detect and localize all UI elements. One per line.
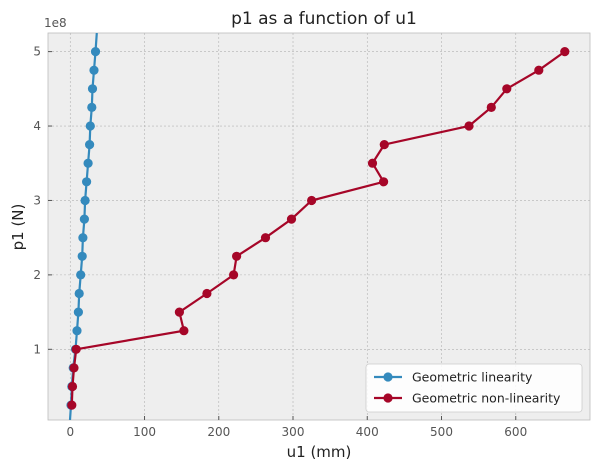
legend-marker (383, 372, 393, 382)
data-point (80, 195, 90, 206)
y-tick-label: 1 (33, 342, 41, 356)
y-axis-label: p1 (N) (9, 204, 27, 251)
data-point (379, 140, 389, 150)
x-tick-label: 0 (66, 425, 74, 439)
data-point (307, 195, 317, 206)
data-point (73, 307, 83, 317)
data-point (229, 270, 239, 280)
legend-box (365, 363, 583, 413)
data-point (78, 233, 88, 243)
x-tick-label: 100 (133, 425, 156, 439)
data-point (87, 102, 97, 112)
data-point (79, 214, 89, 224)
data-point (72, 326, 82, 336)
data-point (67, 400, 77, 410)
data-point (87, 84, 98, 94)
data-point (464, 121, 474, 131)
data-point (67, 381, 78, 392)
y-tick-label: 2 (33, 268, 41, 282)
y-tick-label: 5 (33, 45, 41, 59)
data-point (74, 288, 84, 299)
series-line (70, 50, 566, 406)
legend-marker (383, 393, 393, 403)
data-point (202, 288, 212, 299)
data-point (82, 177, 92, 187)
data-point (90, 47, 101, 57)
x-tick-label: 400 (356, 425, 379, 439)
y-offset-label: 1e8 (44, 16, 67, 30)
data-point (89, 65, 99, 75)
data-point (69, 363, 79, 373)
chart-title: p1 as a function of u1 (231, 9, 417, 29)
x-tick-label: 200 (207, 425, 230, 439)
data-point (76, 270, 86, 280)
data-point (85, 140, 95, 150)
legend-label: Geometric linearity (412, 370, 533, 385)
data-point (379, 177, 389, 187)
legend: Geometric linearity Geometric non-lineari… (365, 363, 583, 413)
legend-label: Geometric non-linearity (412, 391, 561, 406)
x-tick-label: 300 (282, 425, 305, 439)
data-point (77, 251, 87, 261)
data-point (502, 84, 512, 94)
data-point (71, 344, 81, 354)
data-point (179, 326, 189, 336)
data-point (534, 65, 544, 75)
data-point (367, 158, 378, 168)
y-tick-label: 4 (33, 119, 41, 133)
axis-ticks: 0 100 200 300 400 500 600 1 2 3 4 5 (33, 45, 527, 439)
data-point (286, 214, 297, 224)
data-point (83, 158, 93, 168)
grid (48, 33, 590, 420)
data-point (486, 102, 496, 112)
data-point (85, 121, 95, 131)
data-point (260, 233, 271, 243)
data-point (232, 251, 242, 261)
y-tick-label: 3 (33, 193, 41, 207)
x-tick-label: 600 (504, 425, 527, 439)
data-point (560, 47, 570, 57)
series-layer (66, 33, 570, 420)
x-axis-label: u1 (mm) (287, 443, 352, 461)
data-point (174, 307, 184, 317)
x-tick-label: 500 (430, 425, 453, 439)
